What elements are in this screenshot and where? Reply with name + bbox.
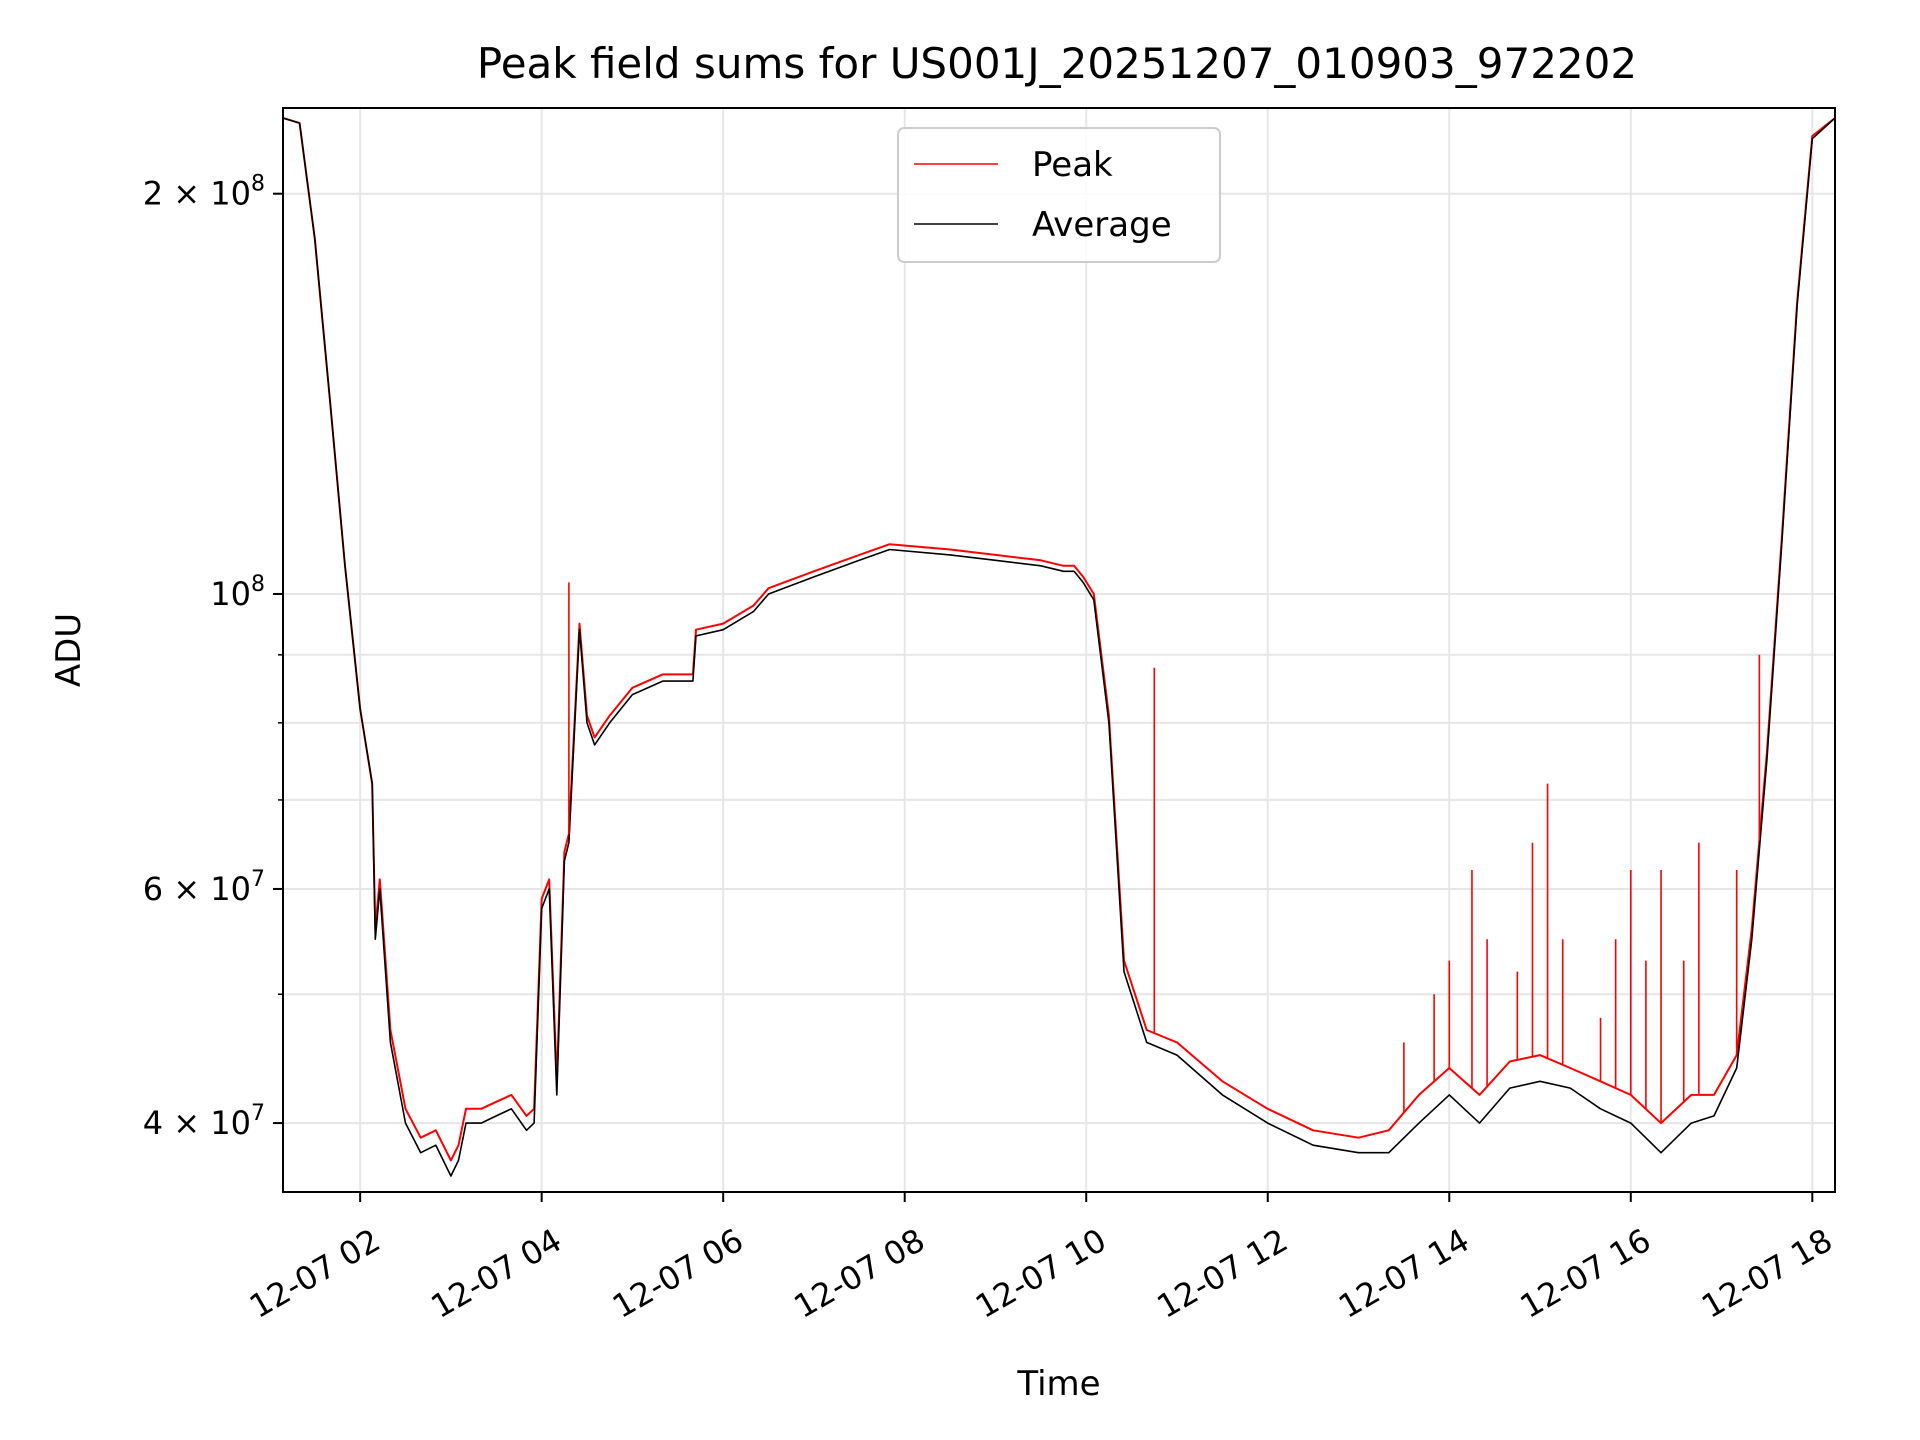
series-line-peak [283, 117, 1835, 1162]
series-group [283, 117, 1835, 1177]
legend-box [897, 127, 1221, 263]
legend-label-peak: Peak [1032, 145, 1113, 185]
series-layer [283, 117, 1835, 1177]
y-tick-label: 2 × 108 [143, 172, 265, 213]
chart-title: Peak field sums for US001J_20251207_0109… [477, 39, 1637, 88]
y-axis-label: ADU [49, 613, 89, 687]
legend-label-average: Average [1032, 205, 1172, 245]
y-tick-label: 4 × 107 [143, 1101, 265, 1142]
series-line-average [283, 117, 1835, 1177]
y-tick-label: 6 × 107 [143, 867, 265, 908]
grid [283, 108, 1835, 1192]
plot-frame [282, 107, 1836, 1193]
x-axis-label: Time [1016, 1364, 1100, 1404]
legend: Peak Average [897, 127, 1221, 263]
